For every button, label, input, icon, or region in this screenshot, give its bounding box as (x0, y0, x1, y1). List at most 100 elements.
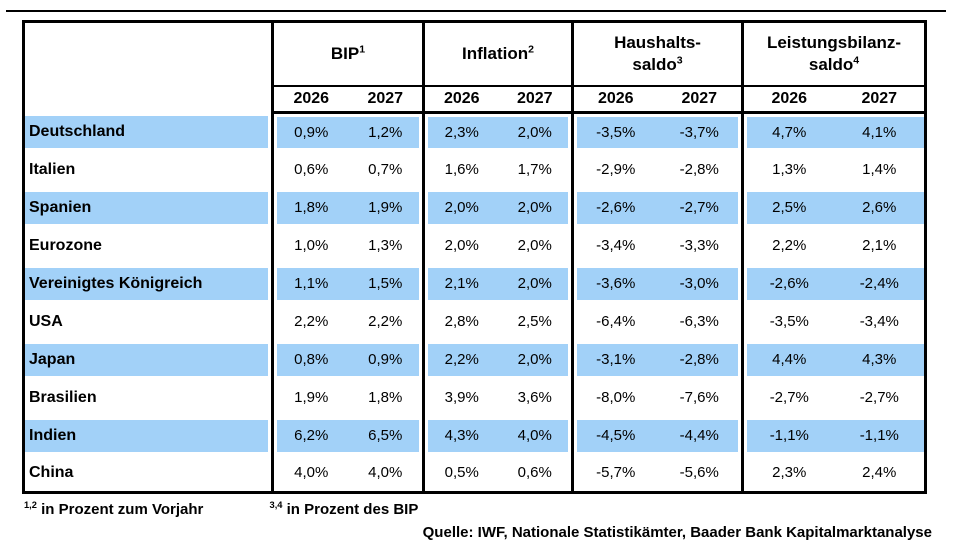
value-cell: 1,0% (271, 226, 349, 265)
value-cell: 2,0% (422, 226, 499, 265)
country-cell: Deutschland (23, 112, 273, 151)
value-cell: -3,4% (859, 313, 899, 330)
value-cell: 2,6% (834, 188, 926, 227)
value-cell: 1,2% (348, 112, 424, 151)
year-header: 2026 (571, 85, 658, 114)
value-cell: 4,0% (368, 464, 403, 482)
year-header: 2027 (498, 85, 573, 114)
table-row: Italien 0,6% 0,7% 1,6% 1,7% -2,9% -2,8% 1,3% 1,4… (24, 150, 926, 189)
footnote-3-4-text: in Prozent des BIP (286, 501, 419, 518)
value-cell: 2,0% (498, 264, 573, 303)
value-cell: -6,3% (679, 313, 719, 330)
year-header: 2026 (271, 85, 349, 114)
footnote-marker: 2 (528, 43, 534, 56)
value-cell: 3,6% (517, 389, 552, 406)
value-cell: 0,7% (368, 161, 403, 178)
value-cell: 1,8% (271, 188, 349, 227)
value-cell: -2,6% (741, 264, 835, 303)
value-cell: -3,1% (571, 340, 658, 379)
country-cell: Spanien (23, 188, 273, 227)
value-cell: -3,6% (571, 264, 658, 303)
value-cell: 6,2% (271, 416, 349, 455)
value-cell: 4,0% (271, 454, 349, 493)
value-cell: 2,2% (741, 226, 835, 265)
value-cell: 4,3% (422, 416, 499, 455)
year-header: 2026 (741, 85, 835, 114)
footnote-marker: 3 (676, 54, 683, 67)
value-cell: 1,5% (348, 264, 424, 303)
value-cell: -6,4% (571, 302, 658, 341)
footnote-marker: 4 (853, 54, 860, 67)
country-cell: Eurozone (29, 236, 102, 254)
value-cell: 4,7% (741, 112, 835, 151)
group-header-haushaltssaldo: Haushalts- saldo3 (571, 21, 743, 87)
value-cell: 1,1% (271, 264, 349, 303)
value-cell: 4,0% (498, 416, 573, 455)
value-cell: 2,5% (741, 188, 835, 227)
value-cell: -1,1% (741, 416, 835, 455)
value-cell: 2,0% (498, 340, 573, 379)
year-header: 2027 (348, 85, 424, 114)
value-cell: 1,9% (348, 188, 424, 227)
value-cell: 2,3% (422, 112, 499, 151)
value-cell: 2,4% (862, 464, 897, 482)
value-cell: 2,0% (517, 237, 552, 254)
value-cell: -2,7% (741, 378, 835, 417)
value-cell: -2,8% (657, 340, 743, 379)
value-cell: -4,4% (657, 416, 743, 455)
value-cell: -3,5% (571, 112, 658, 151)
group-header-inflation: Inflation2 (422, 21, 573, 87)
country-cell: USA (29, 312, 63, 330)
value-cell: 2,0% (498, 112, 573, 151)
value-cell: 2,2% (422, 340, 499, 379)
footnote-marker: 1 (359, 43, 366, 56)
value-cell: -3,4% (571, 226, 658, 265)
footnote-3-4: 3,4 in Prozent des BIP (269, 500, 419, 518)
value-cell: 1,7% (517, 161, 552, 178)
country-cell: Italien (29, 160, 76, 178)
value-cell: -3,7% (657, 112, 743, 151)
country-cell: Indien (23, 416, 273, 455)
table-row: Indien 6,2% 6,5% 4,3% 4,0% -4,5% -4,4% -1,1% -1,… (23, 416, 926, 455)
value-cell: -3,3% (679, 237, 719, 254)
value-cell: -3,0% (657, 264, 743, 303)
value-cell: 1,6% (422, 150, 499, 189)
group-header-bip: BIP1 (270, 21, 424, 87)
value-cell: -2,9% (571, 150, 658, 189)
value-cell: 0,5% (422, 454, 499, 493)
country-cell: China (29, 463, 74, 481)
value-cell: 1,9% (271, 378, 349, 417)
value-cell: -1,1% (834, 416, 926, 455)
value-cell: 2,8% (422, 302, 499, 341)
table-row: Brasilien 1,9% 1,8% 3,9% 3,6% -8,0% -7,6% -2,7%… (24, 378, 926, 417)
value-cell: 0,6% (271, 150, 349, 189)
value-cell: 0,8% (271, 340, 349, 379)
value-cell: -2,7% (859, 389, 899, 406)
value-cell: 2,2% (271, 302, 349, 341)
value-cell: -2,8% (679, 161, 719, 178)
value-cell: -4,5% (571, 416, 658, 455)
value-cell: -5,7% (571, 454, 658, 493)
value-cell: 2,1% (422, 264, 499, 303)
year-header: 2027 (834, 85, 926, 114)
table-row: China 4,0% 4,0% 0,5% 0,6% -5,7% -5,6% 2,3% 2,4% (24, 454, 926, 493)
forecast-table: BIP1 Inflation2 Haushalts- saldo3 Leistu… (22, 20, 928, 494)
value-cell: -3,5% (741, 302, 835, 341)
value-cell: 1,3% (368, 237, 403, 254)
value-cell: 1,4% (862, 161, 897, 178)
country-cell: Brasilien (29, 388, 97, 406)
value-cell: 2,3% (741, 454, 835, 493)
year-header-row: 2026 2027 2026 2027 2026 2027 2026 2027 (24, 85, 926, 114)
footnote-3-4-marker: 3,4 (269, 500, 283, 510)
table-row: Vereinigtes Königreich 1,1% 1,5% 2,1% 2,0% -3… (23, 264, 926, 303)
footnote-1-2-text: in Prozent zum Vorjahr (41, 501, 204, 518)
value-cell: -2,4% (834, 264, 926, 303)
country-cell: Japan (23, 340, 273, 379)
value-cell: 0,9% (348, 340, 424, 379)
footnotes: 1,2 in Prozent zum Vorjahr 3,4 in Prozen… (24, 500, 419, 518)
footnote-1-2-marker: 1,2 (24, 500, 37, 510)
year-header: 2026 (422, 85, 499, 114)
value-cell: -2,6% (571, 188, 658, 227)
table-row: Deutschland 0,9% 1,2% 2,3% 2,0% -3,5% -3,7% 4,7… (23, 112, 926, 151)
